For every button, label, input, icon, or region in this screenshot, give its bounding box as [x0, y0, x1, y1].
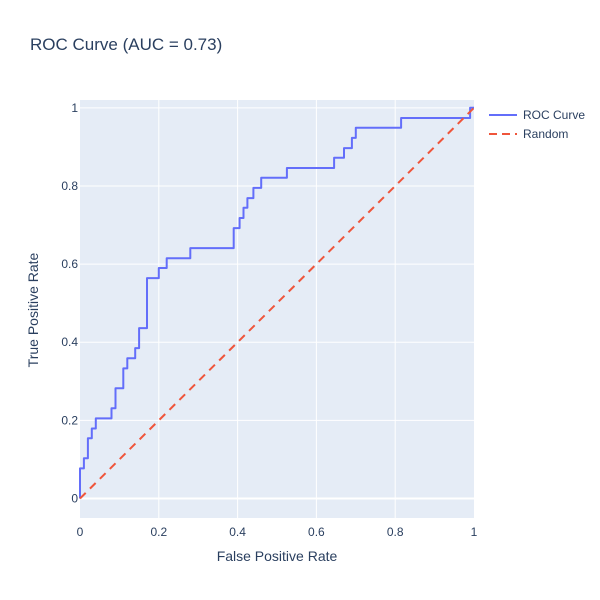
- legend-label: Random: [523, 127, 568, 141]
- x-tick-label: 0.4: [229, 525, 246, 539]
- legend[interactable]: ROC Curve Random: [489, 108, 585, 141]
- random-line: [79, 107, 475, 500]
- legend-label: ROC Curve: [523, 108, 585, 122]
- x-tick-label: 1: [471, 525, 478, 539]
- tick-labels: 0 0.2 0.4 0.6 0.8 1 0 0.2 0.4 0.6 0.8 1: [61, 101, 477, 539]
- series-layer: [79, 106, 475, 500]
- y-tick-label: 0.4: [61, 335, 78, 349]
- y-tick-label: 0: [71, 491, 78, 505]
- roc-curve-line: [79, 106, 474, 499]
- y-tick-label: 0.8: [61, 179, 78, 193]
- x-tick-label: 0.6: [308, 525, 325, 539]
- x-tick-label: 0.8: [387, 525, 404, 539]
- grid-lines: [80, 100, 474, 518]
- chart-title: ROC Curve (AUC = 0.73): [30, 35, 222, 54]
- legend-item-roc-curve[interactable]: ROC Curve: [489, 108, 585, 122]
- y-tick-label: 1: [71, 101, 78, 115]
- y-axis-title: True Positive Rate: [25, 252, 41, 367]
- plot-area: [80, 100, 474, 518]
- legend-item-random[interactable]: Random: [489, 127, 568, 141]
- x-tick-label: 0: [77, 525, 84, 539]
- x-axis-title: False Positive Rate: [217, 548, 338, 564]
- x-tick-label: 0.2: [150, 525, 167, 539]
- y-tick-label: 0.6: [61, 257, 78, 271]
- y-tick-label: 0.2: [61, 413, 78, 427]
